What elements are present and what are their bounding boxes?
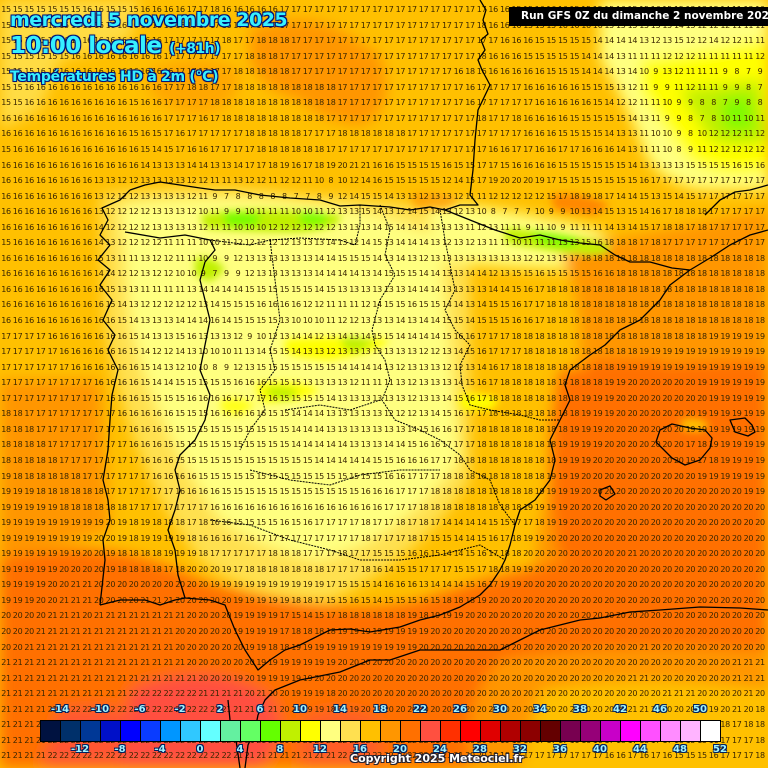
legend-swatch (241, 721, 261, 741)
legend-tick-label: -10 (91, 704, 109, 715)
legend-swatch (141, 721, 161, 741)
legend-swatch (481, 721, 501, 741)
island-mallorca (655, 423, 713, 466)
border-pyrenees (444, 209, 691, 271)
legend-tick-label: 38 (573, 704, 587, 715)
legend-swatch (461, 721, 481, 741)
legend-swatch (321, 721, 341, 741)
coastline-spain-east (489, 229, 768, 586)
legend-swatch (341, 721, 361, 741)
legend-tick-label: 36 (553, 744, 567, 755)
legend-tick-label: 4 (237, 744, 244, 755)
legend-tick-label: -8 (114, 744, 125, 755)
legend-tick-label: 6 (257, 704, 264, 715)
legend-tick-label: 14 (333, 704, 347, 715)
legend-swatch (201, 721, 221, 741)
legend-swatch (541, 721, 561, 741)
legend-tick-label: 0 (197, 744, 204, 755)
legend-tick-label: 20 (393, 744, 407, 755)
coastline-france-atlantic (444, 0, 491, 211)
legend-swatch (361, 721, 381, 741)
legend-tick-label: 40 (593, 744, 607, 755)
legend-tick-label: 34 (533, 704, 547, 715)
legend-swatch (601, 721, 621, 741)
legend-swatch (701, 721, 720, 741)
legend-tick-label: 48 (673, 744, 687, 755)
legend-swatch (61, 721, 81, 741)
coastline-spain-north (129, 181, 446, 211)
border-region (209, 205, 361, 246)
legend-tick-label: 12 (313, 744, 327, 755)
border-portugal-spain (124, 231, 216, 599)
island-ibiza (599, 485, 616, 501)
legend-swatch (561, 721, 581, 741)
legend-tick-label: 44 (633, 744, 647, 755)
legend-swatch (501, 721, 521, 741)
legend-tick-label: 26 (453, 704, 467, 715)
legend-tick-label: 2 (217, 704, 224, 715)
forecast-lead-time: (+81h) (169, 41, 220, 57)
legend-swatch (221, 721, 241, 741)
legend-tick-label: 16 (353, 744, 367, 755)
coastline-france-mediterranean (704, 184, 768, 216)
legend-tick-label: 18 (373, 704, 387, 715)
legend-swatch (281, 721, 301, 741)
legend-tick-label: 52 (713, 744, 727, 755)
legend-tick-label: 22 (413, 704, 427, 715)
legend-tick-label: 42 (613, 704, 627, 715)
border-region (371, 204, 516, 526)
legend-tick-label: 24 (433, 744, 447, 755)
legend-swatch (521, 721, 541, 741)
legend-swatch (81, 721, 101, 741)
coastline-iberia-west (97, 189, 131, 606)
legend-swatch (381, 721, 401, 741)
legend-swatch (421, 721, 441, 741)
coastline-spain-south (184, 584, 491, 671)
legend-tick-label: 46 (653, 704, 667, 715)
color-scale-legend (40, 720, 721, 742)
border-region (239, 239, 281, 451)
legend-swatch (621, 721, 641, 741)
island-menorca (729, 417, 756, 437)
legend-tick-label: 8 (277, 744, 284, 755)
legend-swatch (301, 721, 321, 741)
border-region (249, 399, 440, 486)
border-region (439, 209, 560, 421)
legend-swatch (101, 721, 121, 741)
legend-swatch (681, 721, 701, 741)
legend-tick-label: 30 (493, 704, 507, 715)
legend-tick-label: -2 (174, 704, 185, 715)
legend-tick-label: 32 (513, 744, 527, 755)
copyright-notice: Copyright 2025 Meteociel.fr (350, 752, 524, 765)
legend-tick-label: -6 (134, 704, 145, 715)
legend-swatch (261, 721, 281, 741)
legend-tick-label: -12 (71, 744, 89, 755)
legend-swatch (641, 721, 661, 741)
coastline-portugal-south (99, 597, 186, 606)
legend-tick-label: 10 (293, 704, 307, 715)
border-region (209, 519, 506, 561)
legend-swatch (441, 721, 461, 741)
legend-swatch (401, 721, 421, 741)
legend-tick-label: -14 (51, 704, 69, 715)
legend-tick-label: 28 (473, 744, 487, 755)
legend-swatch (121, 721, 141, 741)
legend-swatch (581, 721, 601, 741)
legend-tick-label: 50 (693, 704, 707, 715)
legend-swatch (661, 721, 681, 741)
forecast-time: 10:00 locale (+81h) (10, 33, 221, 59)
model-run-info: Run GFS 0Z du dimanche 2 novembre 2025 (509, 7, 768, 26)
legend-swatch (41, 721, 61, 741)
forecast-date: mercredi 5 novembre 2025 (10, 9, 288, 31)
legend-swatch (181, 721, 201, 741)
legend-tick-label: -4 (154, 744, 165, 755)
forecast-local-time: 10:00 locale (10, 33, 162, 59)
coastline-africa (244, 606, 768, 768)
map-variable-title: Températures HD à 2m (°C) (10, 69, 219, 85)
legend-swatch (161, 721, 181, 741)
